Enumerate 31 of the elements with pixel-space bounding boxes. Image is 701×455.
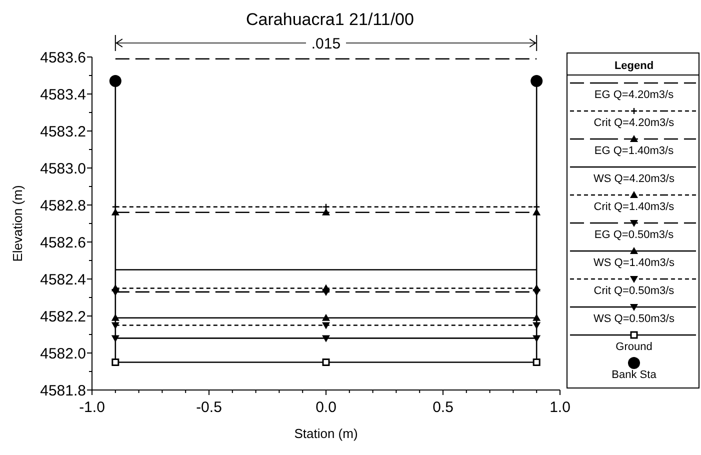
x-tick-label: 0.5 — [432, 399, 454, 416]
y-tick-label: 4582.0 — [40, 345, 86, 362]
x-tick-label: -1.0 — [79, 399, 105, 416]
chart-title: Carahuacra1 21/11/00 — [246, 10, 414, 29]
y-tick-label: 4583.4 — [40, 86, 86, 104]
x-tick-label: -0.5 — [196, 399, 222, 416]
y-tick-label: 4582.2 — [40, 308, 86, 326]
legend-label: Ground — [616, 340, 652, 353]
legend-label: EG Q=1.40m3/s — [594, 144, 674, 157]
y-tick-label: 4583.2 — [40, 123, 86, 140]
x-tick-label: 1.0 — [550, 399, 570, 416]
legend-title: Legend — [614, 60, 654, 72]
y-tick-label: 4582.6 — [40, 234, 86, 252]
legend-label: EG Q=4.20m3/s — [594, 88, 674, 101]
y-tick-label: 4583.0 — [40, 160, 86, 178]
x-tick-label: 0.0 — [316, 399, 336, 416]
legend-label: Crit Q=0.50m3/s — [594, 284, 675, 297]
legend-label: Crit Q=1.40m3/s — [594, 200, 675, 213]
y-tick-label: 4582.8 — [40, 197, 86, 214]
legend-label: Crit Q=4.20m3/s — [594, 116, 675, 129]
legend-label: WS Q=1.40m3/s — [593, 256, 675, 269]
y-tick-label: 4583.6 — [40, 49, 86, 66]
legend-label: EG Q=0.50m3/s — [594, 228, 674, 241]
legend-label: Bank Sta — [612, 368, 658, 381]
x-axis-title: Station (m) — [294, 426, 358, 441]
legend-label: WS Q=4.20m3/s — [593, 172, 675, 185]
y-tick-label: 4582.4 — [40, 271, 86, 288]
text: .015 — [311, 35, 341, 52]
y-tick-label: 4581.8 — [40, 382, 86, 400]
legend-label: WS Q=0.50m3/s — [593, 312, 675, 325]
y-axis-title: Elevation (m) — [10, 185, 25, 262]
